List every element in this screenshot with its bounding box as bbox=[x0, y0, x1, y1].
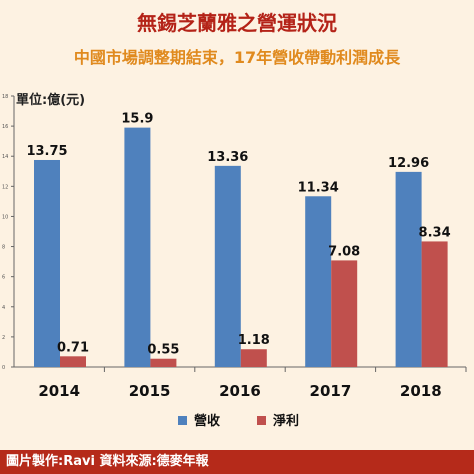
legend-revenue-label: 營收 bbox=[194, 413, 221, 429]
y-tick-label: 10 bbox=[2, 214, 8, 220]
y-tick-label: 14 bbox=[2, 154, 8, 160]
chart-subtitle: 中國市場調整期結束，17年營收帶動利潤成長 bbox=[73, 48, 401, 67]
y-tick-label: 6 bbox=[2, 275, 5, 281]
x-tick-label: 2014 bbox=[38, 382, 80, 400]
profit-bar bbox=[421, 241, 448, 367]
chart-bars: 13.75 0.71 15.9 0.55 13.36 1.18 11.34 7.08 12.96… bbox=[26, 112, 451, 367]
x-tick-label: 2016 bbox=[219, 382, 261, 400]
profit-data-label: 7.08 bbox=[328, 244, 360, 259]
revenue-bar bbox=[395, 171, 422, 367]
revenue-data-label: 11.34 bbox=[298, 180, 339, 195]
y-tick-label: 0 bbox=[2, 365, 5, 371]
x-tick-label: 2015 bbox=[129, 382, 171, 400]
x-tick-label: 2017 bbox=[310, 382, 352, 400]
revenue-data-label: 13.75 bbox=[26, 144, 67, 159]
chart-axes: 0 2 4 6 8 10 12 14 16 18 單位:億(元) 2014 2015 2016 2017 20… bbox=[2, 92, 467, 400]
legend-profit-label: 淨利 bbox=[273, 413, 299, 429]
revenue-data-label: 12.96 bbox=[388, 156, 429, 171]
profit-bar bbox=[331, 260, 358, 367]
revenue-bar bbox=[214, 165, 241, 367]
x-tick-label: 2018 bbox=[400, 382, 442, 400]
revenue-bar bbox=[305, 196, 332, 367]
profit-bar bbox=[240, 349, 267, 367]
profit-data-label: 0.71 bbox=[57, 340, 89, 355]
y-tick-label: 16 bbox=[2, 124, 8, 130]
legend-revenue-swatch bbox=[178, 416, 187, 425]
y-tick-label: 8 bbox=[2, 245, 5, 251]
revenue-data-label: 15.9 bbox=[121, 112, 153, 127]
y-tick-label: 4 bbox=[2, 305, 5, 311]
y-tick-label: 12 bbox=[2, 184, 8, 190]
footer-credit: 圖片製作:Ravi 資料來源:德麥年報 bbox=[0, 450, 474, 474]
y-tick-label: 18 bbox=[2, 94, 8, 100]
revenue-data-label: 13.36 bbox=[207, 150, 248, 165]
legend-profit-swatch bbox=[257, 416, 266, 425]
profit-bar bbox=[60, 356, 86, 367]
revenue-bar bbox=[124, 127, 151, 367]
y-tick-label: 2 bbox=[2, 335, 5, 341]
profit-data-label: 8.34 bbox=[419, 225, 451, 240]
profit-data-label: 0.55 bbox=[147, 343, 179, 358]
chart-title: 無錫芝蘭雅之營運狀況 bbox=[137, 11, 337, 35]
y-axis-label: 單位:億(元) bbox=[16, 92, 85, 108]
chart-legend: 營收 淨利 bbox=[178, 413, 299, 429]
revenue-bar bbox=[34, 159, 60, 367]
profit-data-label: 1.18 bbox=[238, 333, 270, 348]
profit-bar bbox=[150, 358, 177, 367]
